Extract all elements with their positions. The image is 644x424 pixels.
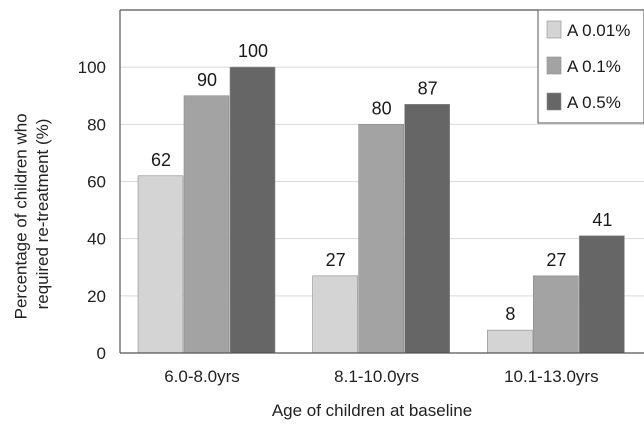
bar	[487, 329, 533, 354]
data-label: 87	[418, 78, 438, 98]
legend-label: A 0.1%	[567, 57, 621, 76]
x-axis-title: Age of children at baseline	[272, 401, 472, 420]
legend-swatch	[546, 92, 562, 111]
x-tick-label: 10.1-13.0yrs	[504, 367, 599, 386]
data-label: 62	[151, 150, 171, 170]
y-axis-title-line-2: required re-treatment (%)	[33, 119, 52, 310]
bar	[579, 235, 625, 354]
bar	[404, 104, 450, 354]
y-tick-label: 100	[78, 58, 106, 77]
bar	[183, 95, 230, 354]
x-tick-label: 8.1-10.0yrs	[334, 367, 419, 386]
y-tick-labels: 0 20 40 60 80 100	[78, 58, 106, 363]
data-label: 100	[238, 41, 268, 61]
data-label: 27	[326, 250, 346, 270]
bar	[358, 124, 404, 354]
data-label: 80	[372, 98, 392, 118]
y-tick-label: 80	[87, 115, 106, 134]
bar	[137, 175, 184, 354]
y-axis-title-line-1: Percentage of children who	[12, 113, 31, 319]
data-label: 41	[592, 210, 612, 230]
legend-label: A 0.5%	[567, 93, 621, 112]
legend-label: A 0.01%	[567, 21, 630, 40]
x-tick-labels: 6.0-8.0yrs 8.1-10.0yrs 10.1-13.0yrs	[164, 367, 598, 386]
y-tick-label: 60	[87, 173, 106, 192]
data-label: 90	[197, 70, 217, 90]
y-tick-label: 40	[87, 230, 106, 249]
data-label: 27	[546, 250, 566, 270]
bars	[137, 66, 625, 354]
y-tick-label: 0	[97, 344, 106, 363]
y-tick-label: 20	[87, 287, 106, 306]
y-axis-title: Percentage of children who required re-t…	[12, 109, 52, 320]
data-label: 8	[505, 304, 515, 324]
bar	[312, 275, 358, 354]
data-labels: 62 90 100 27 80 87 8 27 41	[151, 41, 612, 324]
legend-swatch	[546, 56, 562, 75]
bar	[533, 275, 579, 354]
bar	[229, 66, 276, 354]
x-tick-label: 6.0-8.0yrs	[164, 367, 240, 386]
legend: A 0.01% A 0.1% A 0.5%	[537, 9, 644, 124]
legend-swatch	[546, 20, 562, 39]
